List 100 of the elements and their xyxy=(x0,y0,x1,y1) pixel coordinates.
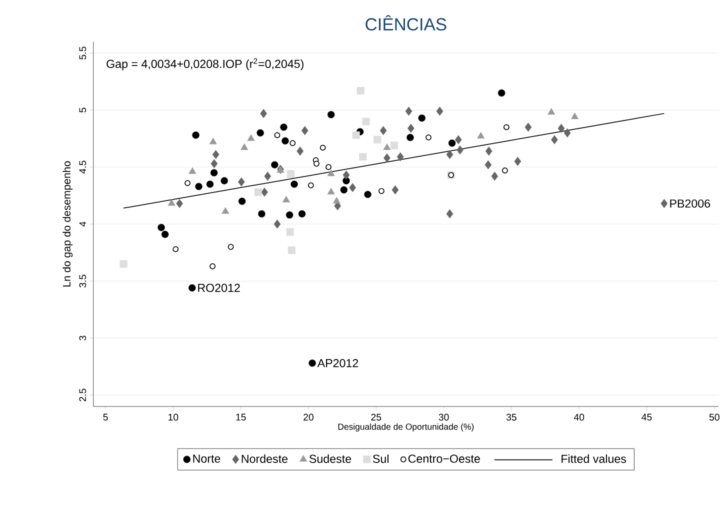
y-tick-label: 5 xyxy=(79,108,86,112)
point xyxy=(210,159,218,168)
point xyxy=(340,186,348,194)
point xyxy=(238,177,245,187)
point xyxy=(349,183,356,192)
y-tick-label: 3.5 xyxy=(79,274,86,288)
point xyxy=(502,168,508,174)
point xyxy=(314,160,320,167)
point xyxy=(327,188,335,194)
point xyxy=(384,154,390,163)
point xyxy=(212,150,220,160)
point xyxy=(282,196,290,202)
x-tick-label: 15 xyxy=(236,414,246,421)
point xyxy=(240,143,248,150)
annotation: RO2012 xyxy=(198,284,240,292)
point xyxy=(570,112,579,120)
point xyxy=(426,134,432,140)
point xyxy=(274,132,280,138)
y-axis-title: Ln do gap do desempenho xyxy=(62,161,73,287)
point xyxy=(362,118,370,126)
point xyxy=(332,197,340,204)
point xyxy=(172,246,179,252)
point xyxy=(374,136,382,144)
point xyxy=(298,210,306,218)
x-tick-label: 45 xyxy=(642,414,652,421)
point xyxy=(188,284,196,292)
point xyxy=(406,134,414,142)
point xyxy=(256,129,264,137)
point xyxy=(548,108,556,115)
point xyxy=(342,170,350,180)
point xyxy=(327,170,335,176)
x-tick-label: 10 xyxy=(168,414,178,421)
annotation: Gap = 4,0034+0,0208.IOP (r$^{2}$=0,2045) xyxy=(106,58,304,70)
point xyxy=(261,188,268,197)
y-tick-label: 4 xyxy=(79,222,86,227)
point xyxy=(247,134,255,141)
point xyxy=(390,142,398,150)
point xyxy=(448,140,456,147)
point xyxy=(206,180,214,188)
point xyxy=(161,230,169,238)
point xyxy=(258,210,266,218)
legend-label: Norte xyxy=(193,454,220,463)
point xyxy=(328,111,335,118)
chart-title: CIÊNCIAS xyxy=(366,15,446,31)
point xyxy=(220,177,228,184)
point xyxy=(364,190,372,198)
point xyxy=(392,185,399,195)
x-tick-label: 25 xyxy=(371,414,382,421)
point xyxy=(396,152,404,162)
point xyxy=(296,146,304,156)
legend-label: Fitted values xyxy=(562,454,626,464)
point xyxy=(168,199,176,206)
point xyxy=(551,135,558,144)
legend-label: Nordeste xyxy=(242,454,288,464)
point xyxy=(484,160,492,170)
point xyxy=(326,164,332,170)
point xyxy=(286,211,294,219)
y-tick-label: 5.5 xyxy=(79,46,86,60)
point xyxy=(280,124,288,131)
point xyxy=(514,156,522,166)
point xyxy=(407,124,414,133)
point xyxy=(184,180,190,186)
point xyxy=(491,172,498,181)
point xyxy=(564,128,571,138)
point xyxy=(356,87,364,95)
point xyxy=(405,106,412,116)
point xyxy=(271,161,278,168)
y-tick-label: 3 xyxy=(79,336,86,341)
point xyxy=(282,137,289,145)
point xyxy=(383,143,391,150)
point xyxy=(477,132,485,139)
legend-label: Sul xyxy=(372,454,388,464)
point xyxy=(503,124,510,130)
point xyxy=(660,199,668,208)
x-tick-label: 5 xyxy=(103,414,108,421)
point xyxy=(446,150,454,160)
x-tick-label: 20 xyxy=(304,414,314,421)
x-tick-label: 40 xyxy=(574,414,584,421)
point xyxy=(485,146,492,156)
point xyxy=(192,132,200,139)
x-tick-label: 50 xyxy=(709,414,720,421)
annotation: AP2012 xyxy=(317,359,358,368)
point xyxy=(286,228,294,236)
point xyxy=(209,138,217,144)
legend-label: Centro−Oeste xyxy=(408,454,480,463)
point xyxy=(274,220,281,229)
point xyxy=(308,360,316,367)
point xyxy=(290,180,298,188)
point xyxy=(320,144,326,151)
point xyxy=(380,126,387,136)
point xyxy=(418,114,426,122)
point xyxy=(301,126,308,136)
point xyxy=(498,90,506,97)
point xyxy=(176,199,183,208)
point xyxy=(524,122,532,132)
point xyxy=(288,246,296,254)
point xyxy=(260,109,268,118)
point xyxy=(286,170,295,178)
point xyxy=(188,167,196,174)
point xyxy=(195,182,202,190)
